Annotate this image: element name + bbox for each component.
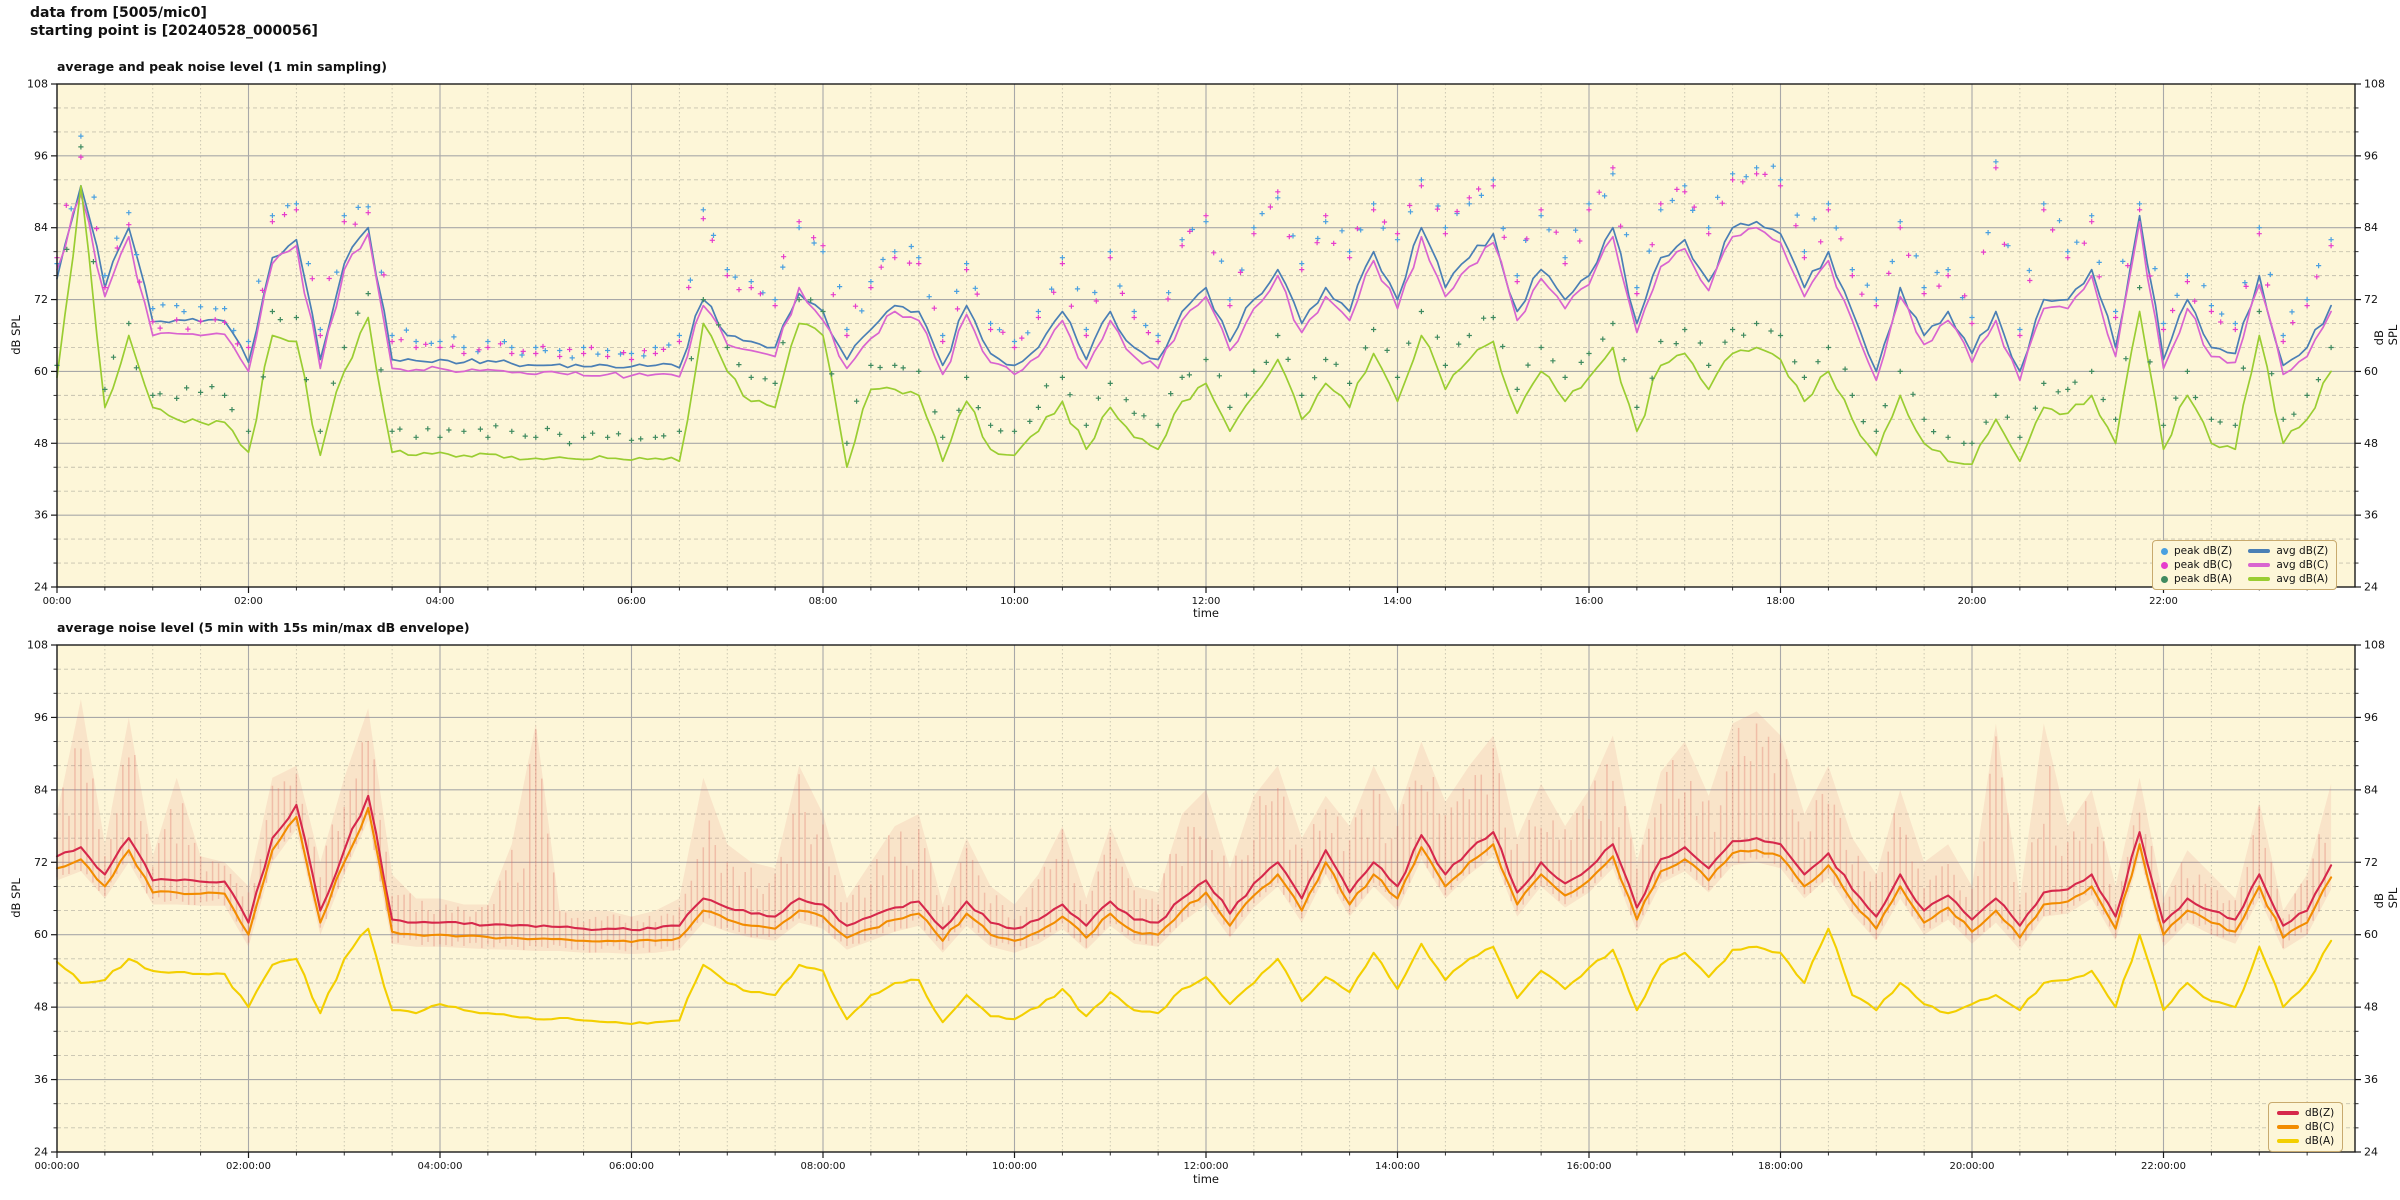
x-tick-label: 00:00 (43, 596, 72, 607)
y-tick-label: 96 (2364, 711, 2378, 724)
x-tick-label: 14:00 (1383, 596, 1412, 607)
dbz-marker-icon (2277, 1111, 2299, 1115)
legend-label: avg dB(A) (2276, 573, 2329, 585)
x-tick-label: 06:00:00 (609, 1161, 654, 1172)
y-tick-label: 108 (27, 639, 48, 652)
y-tick-label: 96 (2364, 149, 2378, 162)
y-tick-label: 72 (34, 856, 48, 869)
chart2-ylabel-left: dB SPL (9, 878, 23, 918)
x-tick-label: 18:00:00 (1758, 1161, 1803, 1172)
y-tick-label: 36 (34, 1073, 48, 1086)
avg-dba-marker-icon (2248, 577, 2271, 581)
legend-item: peak dB(A) (2161, 572, 2232, 586)
y-tick-label: 36 (2364, 1073, 2378, 1086)
x-tick-label: 04:00 (426, 596, 455, 607)
x-tick-label: 16:00:00 (1567, 1161, 1612, 1172)
y-tick-label: 60 (34, 928, 48, 941)
chart1-xlabel: time (1193, 606, 1219, 620)
chart1-legend: peak dB(Z) peak dB(C) peak dB(A) avg dB(… (2152, 540, 2338, 590)
legend-item: peak dB(Z) (2161, 544, 2232, 558)
legend-label: dB(C) (2305, 1121, 2335, 1133)
y-tick-label: 60 (2364, 365, 2378, 378)
chart1-ylabel-left: dB SPL (9, 315, 23, 355)
x-tick-label: 12:00 (1192, 596, 1221, 607)
y-tick-label: 24 (2364, 1146, 2378, 1159)
legend-label: dB(A) (2305, 1135, 2335, 1147)
x-tick-label: 08:00 (809, 596, 838, 607)
legend-item: dB(A) (2277, 1134, 2334, 1148)
y-tick-label: 108 (2364, 78, 2385, 91)
y-tick-label: 84 (2364, 221, 2378, 234)
y-tick-label: 36 (2364, 509, 2378, 522)
chart1-title: average and peak noise level (1 min samp… (57, 59, 387, 74)
y-tick-label: 108 (2364, 639, 2385, 652)
y-tick-label: 24 (34, 1146, 48, 1159)
chart2-ylabel-right: dB SPL (2372, 887, 2400, 909)
x-tick-label: 00:00:00 (35, 1161, 80, 1172)
peak-dbc-marker-icon (2161, 561, 2168, 569)
x-tick-label: 02:00 (234, 596, 263, 607)
x-tick-label: 14:00:00 (1375, 1161, 1420, 1172)
x-tick-label: 06:00 (617, 596, 646, 607)
x-tick-label: 16:00 (1575, 596, 1604, 607)
x-tick-label: 04:00:00 (418, 1161, 463, 1172)
x-tick-label: 20:00 (1958, 596, 1987, 607)
legend-label: avg dB(Z) (2276, 545, 2329, 557)
x-tick-label: 02:00:00 (226, 1161, 271, 1172)
x-tick-label: 20:00:00 (1950, 1161, 1995, 1172)
avg-dbc-marker-icon (2248, 563, 2271, 567)
legend-item: avg dB(Z) (2248, 544, 2328, 558)
x-tick-label: 10:00 (1000, 596, 1029, 607)
legend-item: avg dB(A) (2248, 572, 2328, 586)
chart2-title: average noise level (5 min with 15s min/… (57, 620, 470, 635)
y-tick-label: 60 (34, 365, 48, 378)
legend-label: peak dB(A) (2174, 573, 2233, 585)
y-tick-label: 108 (27, 78, 48, 91)
legend-item: peak dB(C) (2161, 558, 2232, 572)
y-tick-label: 84 (34, 783, 48, 796)
x-tick-label: 22:00:00 (2141, 1161, 2186, 1172)
y-tick-label: 72 (2364, 293, 2378, 306)
y-tick-label: 96 (34, 711, 48, 724)
chart2-legend: dB(Z) dB(C) dB(A) (2268, 1102, 2344, 1152)
legend-item: dB(Z) (2277, 1106, 2334, 1120)
dbc-marker-icon (2277, 1125, 2299, 1129)
x-tick-label: 08:00:00 (801, 1161, 846, 1172)
legend-label: avg dB(C) (2276, 559, 2329, 571)
header-line-1: data from [5005/mic0] (30, 5, 207, 21)
peak-dba-marker-icon (2161, 575, 2168, 583)
y-tick-label: 96 (34, 149, 48, 162)
x-tick-label: 10:00:00 (992, 1161, 1037, 1172)
y-tick-label: 24 (34, 581, 48, 594)
chart2-xlabel: time (1193, 1172, 1219, 1186)
legend-label: peak dB(C) (2174, 559, 2233, 571)
y-tick-label: 48 (2364, 437, 2378, 450)
legend-item: avg dB(C) (2248, 558, 2328, 572)
y-tick-label: 48 (34, 437, 48, 450)
avg-dbz-marker-icon (2248, 549, 2271, 553)
y-tick-label: 84 (34, 221, 48, 234)
peak-dbz-marker-icon (2161, 547, 2168, 555)
legend-label: dB(Z) (2305, 1107, 2335, 1119)
y-tick-label: 36 (34, 509, 48, 522)
y-tick-label: 84 (2364, 783, 2378, 796)
y-tick-label: 72 (34, 293, 48, 306)
y-tick-label: 72 (2364, 856, 2378, 869)
x-tick-label: 18:00 (1766, 596, 1795, 607)
chart1-ylabel-right: dB SPL (2372, 324, 2400, 346)
legend-label: peak dB(Z) (2174, 545, 2233, 557)
y-tick-label: 48 (34, 1001, 48, 1014)
header-line-2: starting point is [20240528_000056] (30, 23, 318, 39)
y-tick-label: 48 (2364, 1001, 2378, 1014)
legend-item: dB(C) (2277, 1120, 2334, 1134)
y-tick-label: 24 (2364, 581, 2378, 594)
dba-marker-icon (2277, 1139, 2299, 1143)
y-tick-label: 60 (2364, 928, 2378, 941)
x-tick-label: 12:00:00 (1184, 1161, 1229, 1172)
x-tick-label: 22:00 (2149, 596, 2178, 607)
